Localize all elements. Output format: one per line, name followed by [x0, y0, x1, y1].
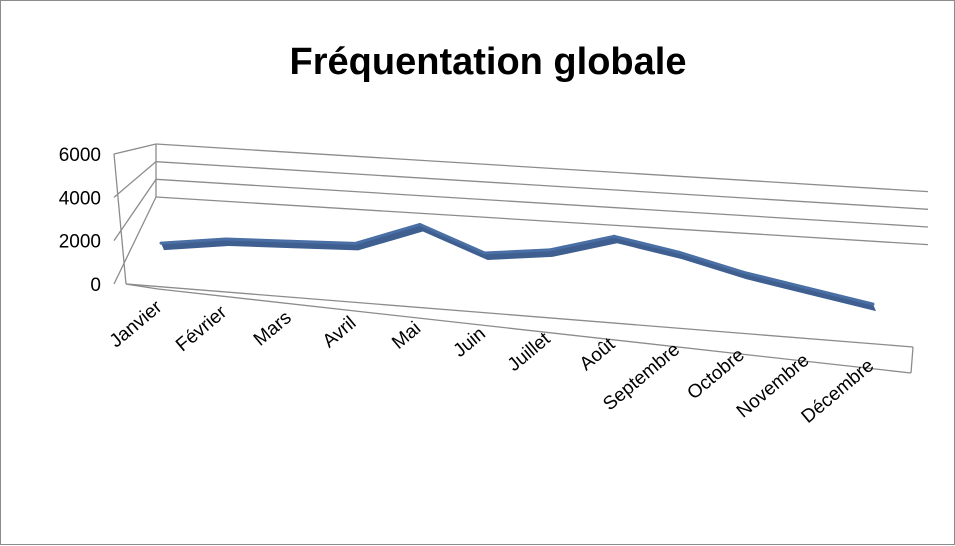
x-tick-label: Octobre — [683, 345, 748, 405]
data-point-décembre — [871, 302, 875, 306]
y-tick-label: 4000 — [59, 188, 101, 209]
data-point-septembre — [677, 250, 681, 254]
x-tick-label: Février — [172, 302, 231, 357]
x-tick-labels: Janvier Février Mars Avril Mai Juin Juillet Aoû… — [106, 296, 878, 427]
gridline-6000 — [155, 143, 929, 193]
floor-base-edge — [157, 288, 912, 374]
floor-front-edge — [125, 283, 914, 348]
floor-right-edge — [910, 346, 914, 374]
chart-title: Fréquentation globale — [290, 41, 687, 83]
data-point-janvier — [159, 241, 163, 245]
data-point-août — [612, 234, 616, 238]
left-edge — [113, 153, 127, 285]
y-tick-label: 6000 — [59, 145, 101, 166]
data-point-juillet — [547, 248, 551, 252]
gridline-0 — [155, 196, 929, 246]
data-point-mai — [418, 222, 422, 226]
y-tick-label: 2000 — [59, 232, 101, 253]
data-point-avril — [353, 241, 357, 245]
floor-left-edge — [125, 283, 159, 290]
side-gridline-6000 — [113, 143, 157, 155]
x-tick-label: Juin — [450, 323, 490, 361]
side-gridline-0 — [113, 196, 157, 285]
x-tick-label: Mars — [250, 307, 296, 350]
data-point-juin — [483, 251, 487, 255]
x-tick-label: Janvier — [106, 296, 167, 352]
grid-layer — [113, 143, 929, 374]
series-ribbon-side — [161, 224, 876, 312]
x-tick-label: Mai — [388, 318, 425, 354]
series-layer — [159, 222, 876, 312]
x-tick-label: Juillet — [504, 328, 555, 376]
side-gridline-4000 — [113, 161, 157, 198]
y-tick-label: 0 — [90, 275, 101, 296]
data-point-octobre — [742, 270, 746, 274]
data-point-mars — [288, 239, 292, 243]
gridline-4000 — [155, 161, 929, 210]
gridline-2000 — [155, 178, 929, 228]
data-point-février — [224, 237, 228, 241]
x-tick-label: Avril — [319, 313, 361, 353]
data-point-novembre — [806, 286, 810, 290]
y-tick-labels: 0 2000 4000 6000 — [59, 145, 101, 296]
series-line — [160, 222, 874, 306]
